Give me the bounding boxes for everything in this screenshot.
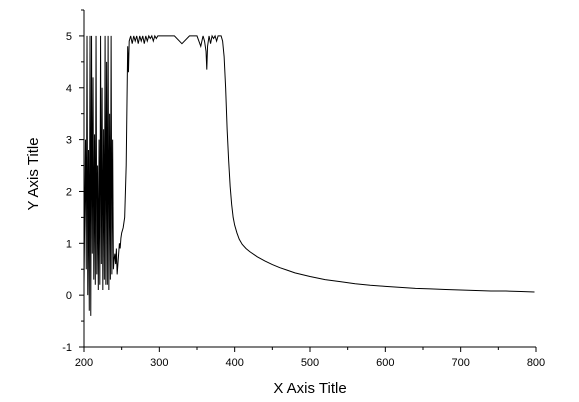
y-tick-label: 3: [66, 135, 72, 147]
x-tick-label: 300: [150, 357, 168, 369]
x-axis-title: X Axis Title: [273, 380, 346, 397]
ticks: 200 300 400 500 600 700 800 -1 0 1 2 3 4 5: [62, 9, 545, 369]
series-line-1: [83, 34, 535, 316]
y-tick-label: 1: [66, 238, 72, 250]
x-tick-label: 500: [301, 357, 319, 369]
y-tick-label: 5: [66, 31, 72, 43]
y-tick-label: 0: [66, 290, 72, 302]
x-tick-label: 800: [527, 357, 545, 369]
y-tick-label: 2: [66, 186, 72, 198]
x-tick-label: 400: [225, 357, 243, 369]
y-tick-label: 4: [66, 83, 72, 95]
y-axis-title: Y Axis Title: [25, 137, 42, 210]
plot-area: [83, 34, 535, 316]
x-tick-label: 600: [376, 357, 394, 369]
x-tick-label: 200: [75, 357, 93, 369]
axis-labels: X Axis Title Y Axis Title: [25, 137, 347, 397]
y-tick-label: -1: [62, 342, 72, 354]
x-tick-label: 700: [451, 357, 469, 369]
